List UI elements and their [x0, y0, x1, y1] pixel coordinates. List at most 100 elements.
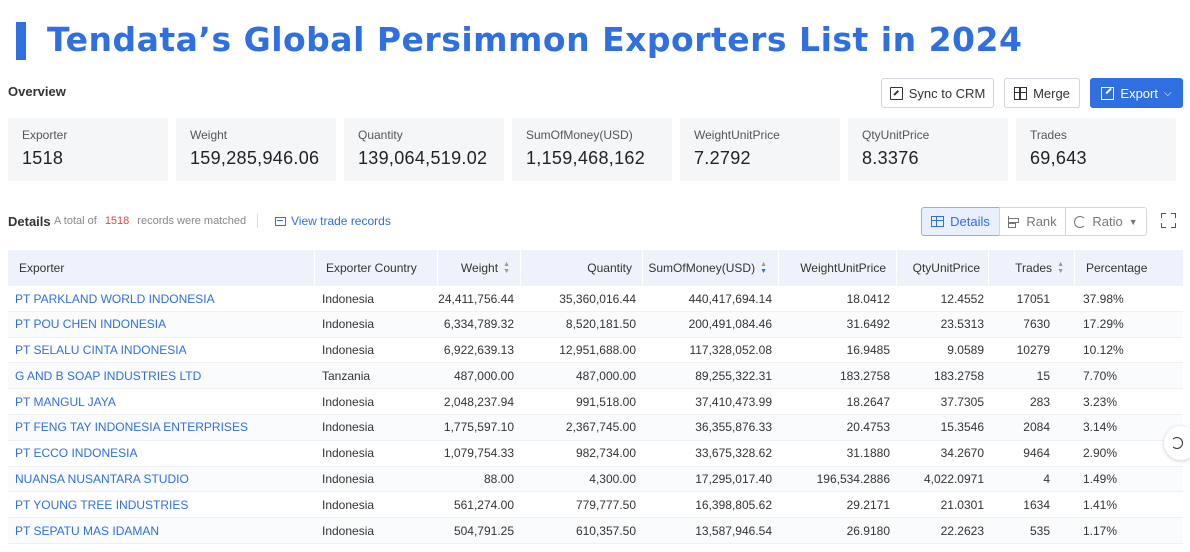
table-icon	[931, 216, 945, 227]
table-row[interactable]: PT SEPATU MAS IDAMAN Indonesia 504,791.25 6…	[8, 518, 1183, 544]
exporter-name-link[interactable]: PT POU CHEN INDONESIA	[15, 317, 167, 332]
exporter-name-link[interactable]: PT YOUNG TREE INDUSTRIES	[15, 497, 189, 512]
qty-unit-price-cell: 4,022.0971	[923, 472, 984, 487]
column-header-trades[interactable]: Trades ▲ ▼	[1015, 261, 1064, 275]
rank-icon	[1008, 215, 1020, 228]
refresh-float-button[interactable]	[1164, 426, 1190, 460]
table-header: Exporter Exporter Country Weight ▲ ▼ Quan…	[8, 250, 1183, 286]
percentage-cell: 37.98%	[1083, 291, 1124, 306]
sum-of-money-cell: 37,410,473.99	[695, 394, 772, 409]
sum-of-money-cell: 33,675,328.62	[695, 446, 772, 461]
quantity-cell: 982,734.00	[575, 446, 636, 461]
stat-value: 1,159,468,162	[526, 148, 646, 168]
weight-cell: 1,775,597.10	[443, 420, 514, 435]
quantity-cell: 2,367,745.00	[565, 420, 636, 435]
qty-unit-price-cell: 21.0301	[940, 497, 984, 512]
weight-unit-price-cell: 29.2171	[846, 497, 890, 512]
sum-of-money-cell: 200,491,084.46	[688, 317, 772, 332]
tab-details[interactable]: Details	[921, 207, 1000, 236]
exporter-name-link[interactable]: PT MANGUL JAYA	[15, 394, 116, 409]
qty-unit-price-cell: 12.4552	[940, 291, 984, 306]
stat-label: SumOfMoney(USD)	[526, 128, 633, 142]
merge-label: Merge	[1033, 85, 1070, 101]
sum-of-money-cell: 89,255,322.31	[695, 368, 772, 383]
stat-value: 69,643	[1030, 148, 1087, 168]
trades-cell: 17051	[1016, 291, 1050, 306]
weight-cell: 487,000.00	[453, 368, 514, 383]
weight-cell: 1,079,754.33	[443, 446, 514, 461]
details-label: Details	[8, 214, 51, 229]
column-header-weight-unit-price: WeightUnitPrice	[800, 261, 886, 275]
exporter-name-link[interactable]: NUANSA NUSANTARA STUDIO	[15, 472, 189, 487]
matched-suffix: records were matched	[137, 215, 247, 227]
page-header: Tendata’s Global Persimmon Exporters Lis…	[0, 18, 1190, 66]
exporter-country: Indonesia	[322, 343, 375, 358]
sync-to-crm-button[interactable]: Sync to CRM	[881, 78, 994, 108]
export-button[interactable]: Export ⌵	[1090, 78, 1183, 108]
table-row[interactable]: PT ECCO INDONESIA Indonesia 1,079,754.33 98…	[8, 441, 1183, 467]
title-accent-bar	[16, 22, 26, 60]
stat-value: 139,064,519.02	[358, 148, 488, 168]
qty-unit-price-cell: 37.7305	[940, 394, 984, 409]
expand-icon[interactable]	[1161, 213, 1176, 228]
weight-cell: 2,048,237.94	[443, 394, 514, 409]
exporter-country: Indonesia	[322, 291, 375, 306]
divider	[257, 214, 258, 228]
sync-label: Sync to CRM	[908, 85, 986, 101]
weight-unit-price-cell: 183.2758	[839, 368, 890, 383]
exporter-name-link[interactable]: PT PARKLAND WORLD INDONESIA	[15, 291, 215, 306]
table-body: PT PARKLAND WORLD INDONESIA Indonesia 24,4…	[8, 286, 1183, 544]
column-header-quantity: Quantity	[587, 261, 632, 275]
table-row[interactable]: NUANSA NUSANTARA STUDIO Indonesia 88.00 4,3…	[8, 466, 1183, 493]
qty-unit-price-cell: 34.2670	[940, 446, 984, 461]
matched-prefix: A total of	[54, 215, 97, 227]
exporter-name-link[interactable]: G AND B SOAP INDUSTRIES LTD	[15, 368, 202, 383]
sort-icon: ▲ ▼	[760, 261, 767, 275]
quantity-cell: 8,520,181.50	[565, 317, 636, 332]
records-icon	[275, 216, 286, 226]
stat-card-qty-unit-price: QtyUnitPrice 8.3376	[848, 118, 1008, 181]
table-row[interactable]: PT MANGUL JAYA Indonesia 2,048,237.94 991,5…	[8, 389, 1183, 415]
percentage-cell: 1.49%	[1083, 472, 1118, 487]
caret-down-icon: ▼	[1128, 216, 1138, 227]
table-row[interactable]: G AND B SOAP INDUSTRIES LTD Tanzania 487,0…	[8, 363, 1183, 390]
exporter-country: Indonesia	[322, 523, 375, 538]
table-row[interactable]: PT POU CHEN INDONESIA Indonesia 6,334,789.…	[8, 311, 1183, 338]
quantity-cell: 991,518.00	[575, 394, 636, 409]
sum-of-money-cell: 13,587,946.54	[695, 523, 772, 538]
tab-rank[interactable]: Rank	[999, 207, 1066, 236]
exporter-country: Indonesia	[322, 394, 375, 409]
stat-label: Weight	[190, 128, 228, 142]
stat-value: 8.3376	[862, 148, 919, 168]
table-row[interactable]: PT SELALU CINTA INDONESIA Indonesia 6,922,…	[8, 338, 1183, 364]
matched-count: 1518	[104, 215, 130, 227]
exporter-name-link[interactable]: PT FENG TAY INDONESIA ENTERPRISES	[15, 420, 248, 435]
weight-unit-price-cell: 20.4753	[846, 420, 890, 435]
exporter-name-link[interactable]: PT SEPATU MAS IDAMAN	[15, 523, 160, 538]
exporter-country: Tanzania	[322, 368, 371, 383]
stat-value: 1518	[22, 148, 64, 168]
ratio-icon	[1074, 215, 1087, 228]
quantity-cell: 779,777.50	[575, 497, 636, 512]
qty-unit-price-cell: 22.2623	[940, 523, 984, 538]
merge-button[interactable]: Merge	[1004, 78, 1080, 108]
table-row[interactable]: PT PARKLAND WORLD INDONESIA Indonesia 24,4…	[8, 286, 1183, 312]
stat-value: 7.2792	[694, 148, 751, 168]
exporter-name-link[interactable]: PT SELALU CINTA INDONESIA	[15, 343, 187, 358]
column-header-weight[interactable]: Weight ▲ ▼	[460, 261, 510, 275]
view-trade-records-link[interactable]: View trade records	[275, 214, 391, 228]
weight-unit-price-cell: 196,534.2886	[816, 472, 890, 487]
weight-cell: 6,922,639.13	[443, 343, 514, 358]
table-row[interactable]: PT YOUNG TREE INDUSTRIES Indonesia 561,274…	[8, 492, 1183, 519]
tab-ratio[interactable]: Ratio ▼	[1065, 207, 1147, 236]
qty-unit-price-cell: 9.0589	[947, 343, 984, 358]
records-matched-text: A total of 1518 records were matched	[54, 215, 246, 227]
weight-unit-price-cell: 18.2647	[846, 394, 890, 409]
weight-unit-price-cell: 18.0412	[846, 291, 890, 306]
table-row[interactable]: PT FENG TAY INDONESIA ENTERPRISES Indones…	[8, 414, 1183, 441]
column-header-sum-of-money[interactable]: SumOfMoney(USD) ▲ ▼	[648, 261, 767, 275]
exporter-name-link[interactable]: PT ECCO INDONESIA	[15, 446, 138, 461]
weight-cell: 24,411,756.44	[438, 291, 514, 306]
tab-rank-label: Rank	[1026, 214, 1057, 229]
percentage-cell: 10.12%	[1083, 343, 1124, 358]
